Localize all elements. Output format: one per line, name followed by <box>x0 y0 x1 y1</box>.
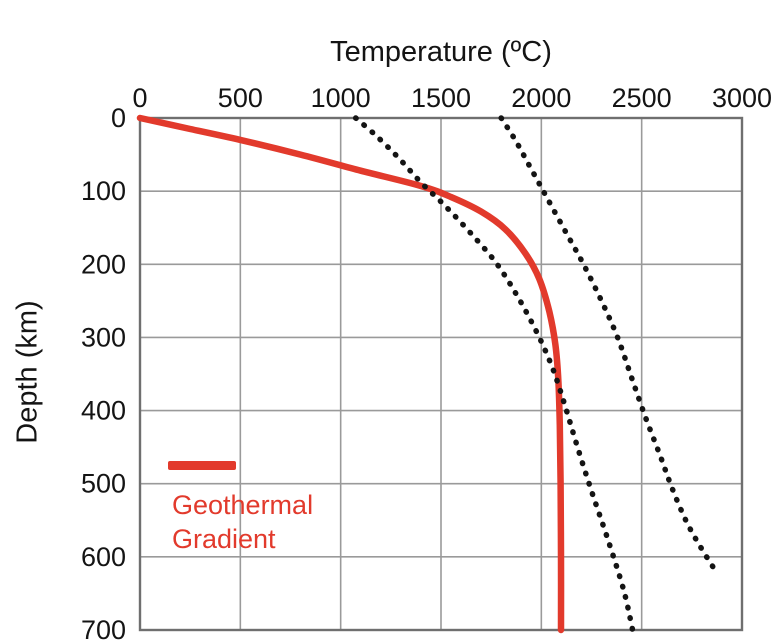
x-tick-label: 2000 <box>511 83 571 113</box>
legend-label-line2: Gradient <box>172 523 276 554</box>
series-dotted-curve-right <box>498 115 719 575</box>
x-tick-label: 500 <box>218 83 263 113</box>
y-tick-label: 400 <box>81 396 126 426</box>
legend-label-line1: Geothermal <box>172 490 314 520</box>
x-tick-label: 3000 <box>712 83 772 113</box>
y-tick-label: 0 <box>111 103 126 133</box>
x-tick-label: 2500 <box>612 83 672 113</box>
y-tick-label: 600 <box>81 542 126 572</box>
series-geothermal-gradient <box>136 114 565 634</box>
series-dotted-curve-left <box>352 115 636 633</box>
x-tick-label: 1500 <box>411 83 471 113</box>
y-tick-label: 200 <box>81 249 126 279</box>
legend-label: Geothermal Gradient <box>172 489 313 557</box>
plot-border <box>138 116 744 632</box>
x-tick-label: 1000 <box>311 83 371 113</box>
y-tick-label: 300 <box>81 322 126 352</box>
y-tick-label: 100 <box>81 176 126 206</box>
y-tick-label: 500 <box>81 469 126 499</box>
y-tick-label: 700 <box>81 615 126 641</box>
x-axis-title: Temperature (ºC) <box>330 36 552 68</box>
legend-line-swatch <box>168 461 236 470</box>
x-tick-label: 0 <box>132 83 147 113</box>
